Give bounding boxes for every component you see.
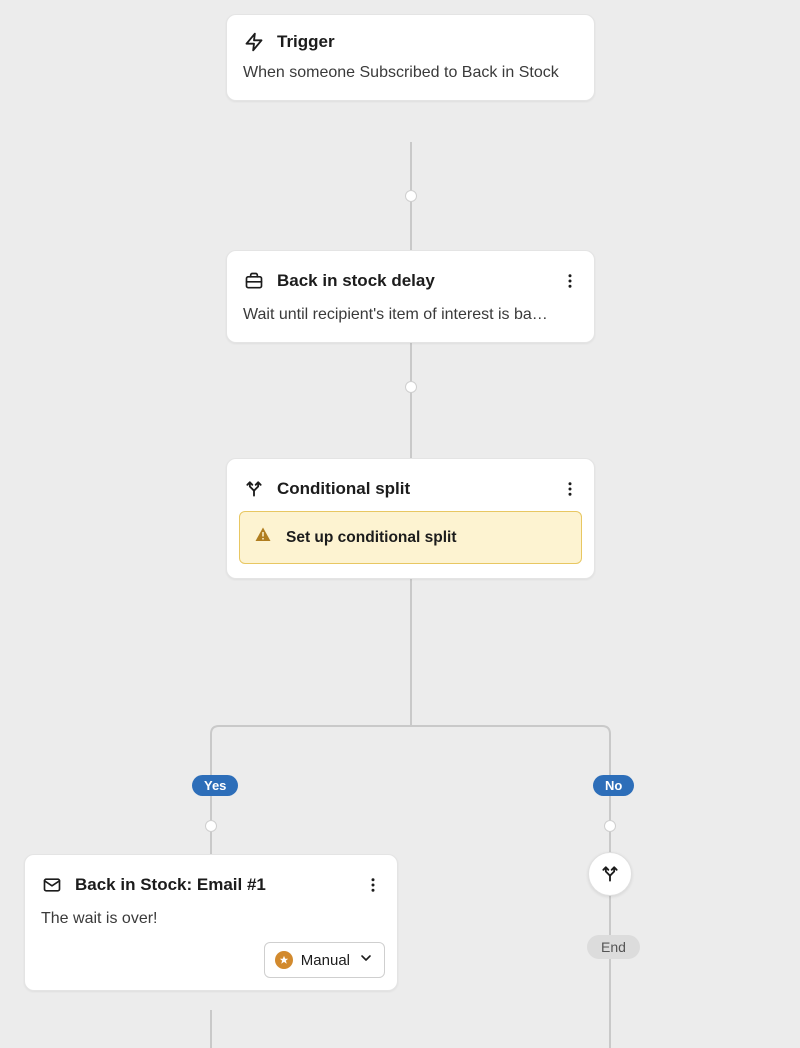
delay-title: Back in stock delay [277,271,544,291]
connector-dot [405,190,417,202]
warning-icon [254,526,272,549]
email-node[interactable]: Back in Stock: Email #1 The wait is over… [24,854,398,991]
delay-node[interactable]: Back in stock delay Wait until recipient… [226,250,595,343]
mail-icon [41,874,63,896]
connector-dot [604,820,616,832]
chevron-down-icon [358,950,374,970]
trigger-node[interactable]: Trigger When someone Subscribed to Back … [226,14,595,101]
trigger-description: When someone Subscribed to Back in Stock [227,61,594,100]
split-icon [243,478,265,500]
email-mode-label: Manual [301,952,350,969]
split-warning-label: Set up conditional split [286,529,457,547]
branch-yes-pill: Yes [192,775,238,796]
split-title: Conditional split [277,479,544,499]
connector-dot [205,820,217,832]
branch-no-pill: No [593,775,634,796]
connector-dot [405,381,417,393]
trigger-title: Trigger [277,32,578,52]
split-warning[interactable]: Set up conditional split [239,511,582,564]
email-title: Back in Stock: Email #1 [75,875,347,895]
email-mode-dropdown[interactable]: Manual [264,942,385,978]
end-label: End [587,935,640,959]
manual-status-icon [275,951,293,969]
no-branch-add-button[interactable] [588,852,632,896]
conditional-split-node[interactable]: Conditional split Set up conditional spl… [226,458,595,579]
briefcase-icon [243,270,265,292]
delay-menu-button[interactable] [556,267,584,295]
lightning-icon [243,31,265,53]
email-menu-button[interactable] [359,871,387,899]
delay-description: Wait until recipient's item of interest … [227,303,594,342]
split-menu-button[interactable] [556,475,584,503]
email-subject: The wait is over! [25,907,397,942]
